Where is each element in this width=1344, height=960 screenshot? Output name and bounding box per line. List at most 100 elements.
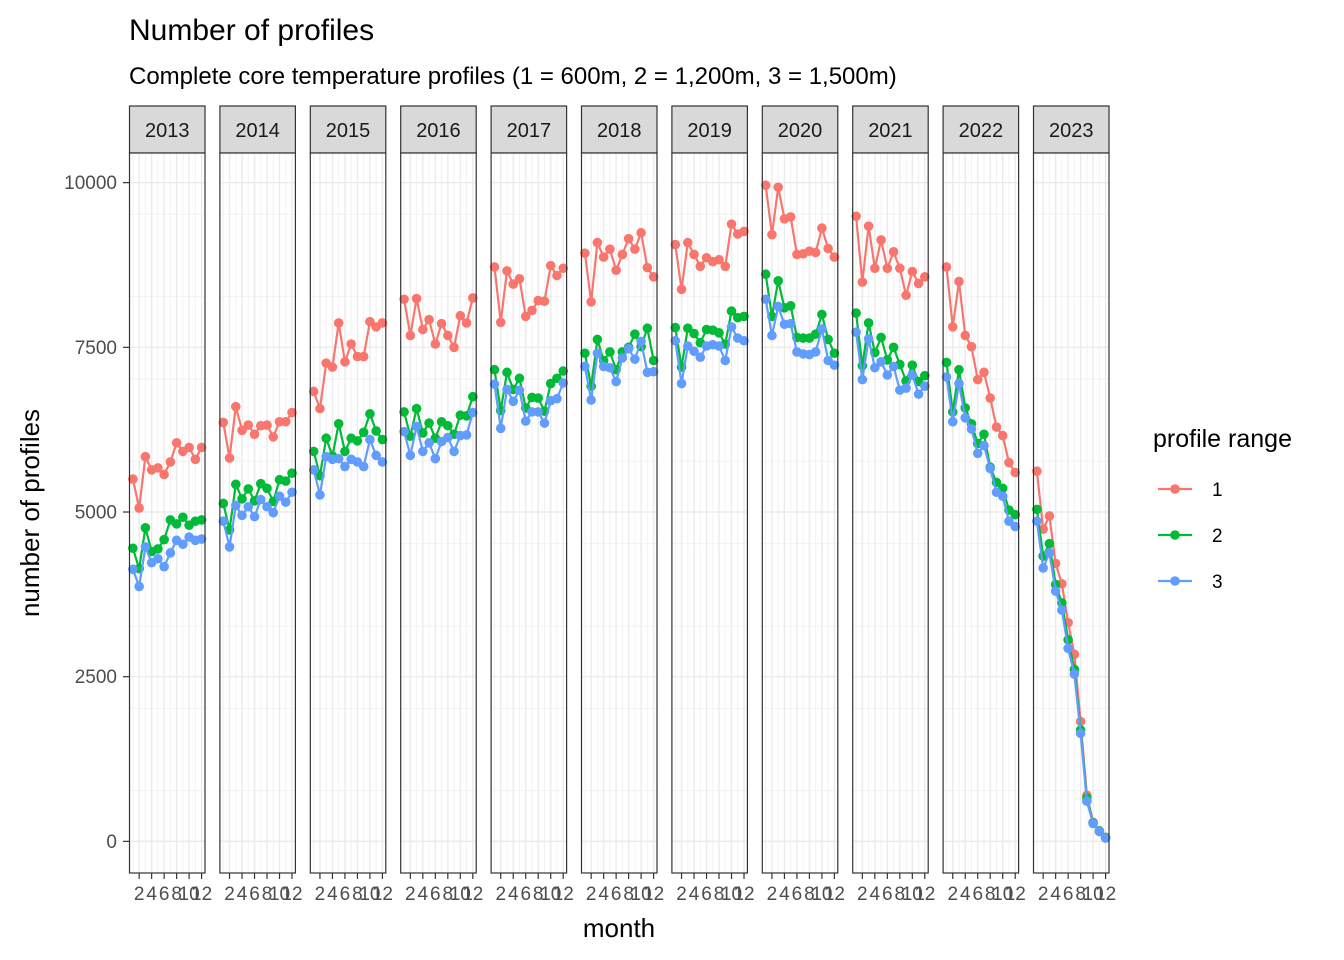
data-point [128,543,138,554]
panel-border [1032,152,1110,874]
data-point [720,355,731,366]
x-tick-label: 12 [281,884,302,905]
data-point [262,483,272,494]
data-point [611,376,621,387]
x-tick-label: 2 [767,884,778,905]
data-point [502,266,512,276]
data-point [739,335,749,346]
data-point [1088,818,1098,829]
x-tick-label: 6 [520,884,531,905]
data-point [430,453,441,464]
legend-item-1: 1 [1158,480,1223,501]
data-point [1038,563,1048,573]
facet-strip [852,105,929,154]
data-point [592,348,603,359]
data-point [1032,504,1042,515]
data-point [991,422,1002,432]
data-point [954,364,964,375]
data-point [399,426,409,437]
facet-strip-label: 2017 [507,120,552,142]
x-tick-label: 12 [824,884,845,905]
data-point [411,403,422,414]
x-tick-label: 10 [450,884,471,905]
facet-strip-label: 2020 [778,120,823,142]
data-point [224,542,235,552]
data-point [972,448,983,459]
data-point [726,219,737,229]
data-point [907,360,918,370]
data-point [648,272,659,282]
data-point [1010,509,1021,520]
x-tick-label: 2 [586,884,597,905]
x-tick-label: 8 [262,884,273,905]
data-point [863,318,874,328]
panel-border [400,152,477,874]
data-point [947,322,958,332]
data-point [184,442,194,453]
panel-border [761,152,839,874]
data-point [888,247,899,257]
legend-title: profile range [1153,425,1292,453]
data-point [274,491,285,502]
data-point [358,461,369,472]
x-tick-label: 8 [985,884,996,905]
data-point [489,364,500,375]
data-point [1094,826,1105,837]
x-tick-label: 12 [914,884,935,905]
data-point [352,436,363,446]
data-point [920,381,930,391]
x-tick-label: 10 [631,884,652,905]
data-point [280,416,291,427]
panel-border [942,152,1020,874]
data-point [642,323,653,334]
x-tick-label: 8 [533,884,544,905]
x-tick-label: 10 [811,884,832,905]
data-point [882,263,893,274]
series-1-line [583,228,655,303]
data-point [287,407,297,418]
data-point [829,348,840,359]
data-point [262,420,272,430]
x-tick-label: 12 [372,884,393,905]
data-point [377,457,388,467]
data-point [605,362,615,373]
data-point [178,539,188,550]
data-point [489,262,500,272]
data-point [190,454,201,465]
data-point [676,378,687,389]
data-point [695,261,706,272]
data-point [586,395,596,405]
x-tick-label: 4 [327,884,338,905]
data-point [527,305,537,316]
x-tick-label: 8 [623,884,634,905]
data-point [333,318,344,328]
data-point [760,180,771,191]
x-tick-label: 10 [179,884,200,905]
data-point [171,438,182,448]
data-point [997,491,1008,502]
data-point [760,269,771,280]
data-point [218,417,229,428]
data-point [405,330,416,341]
data-point [760,294,771,305]
data-point [399,407,409,417]
data-point [670,335,681,346]
data-point [682,237,693,248]
x-tick-label: 2 [315,884,326,905]
data-point [1032,466,1042,476]
data-point [726,322,737,332]
data-point [558,263,569,274]
x-tick-label: 6 [611,884,622,905]
series-3-line [583,337,654,401]
data-point [178,512,188,523]
x-tick-label: 10 [992,884,1013,905]
data-point [954,378,964,389]
data-point [449,342,459,353]
data-point [249,511,260,522]
x-tick-label: 6 [340,884,351,905]
panel-border [490,152,568,874]
